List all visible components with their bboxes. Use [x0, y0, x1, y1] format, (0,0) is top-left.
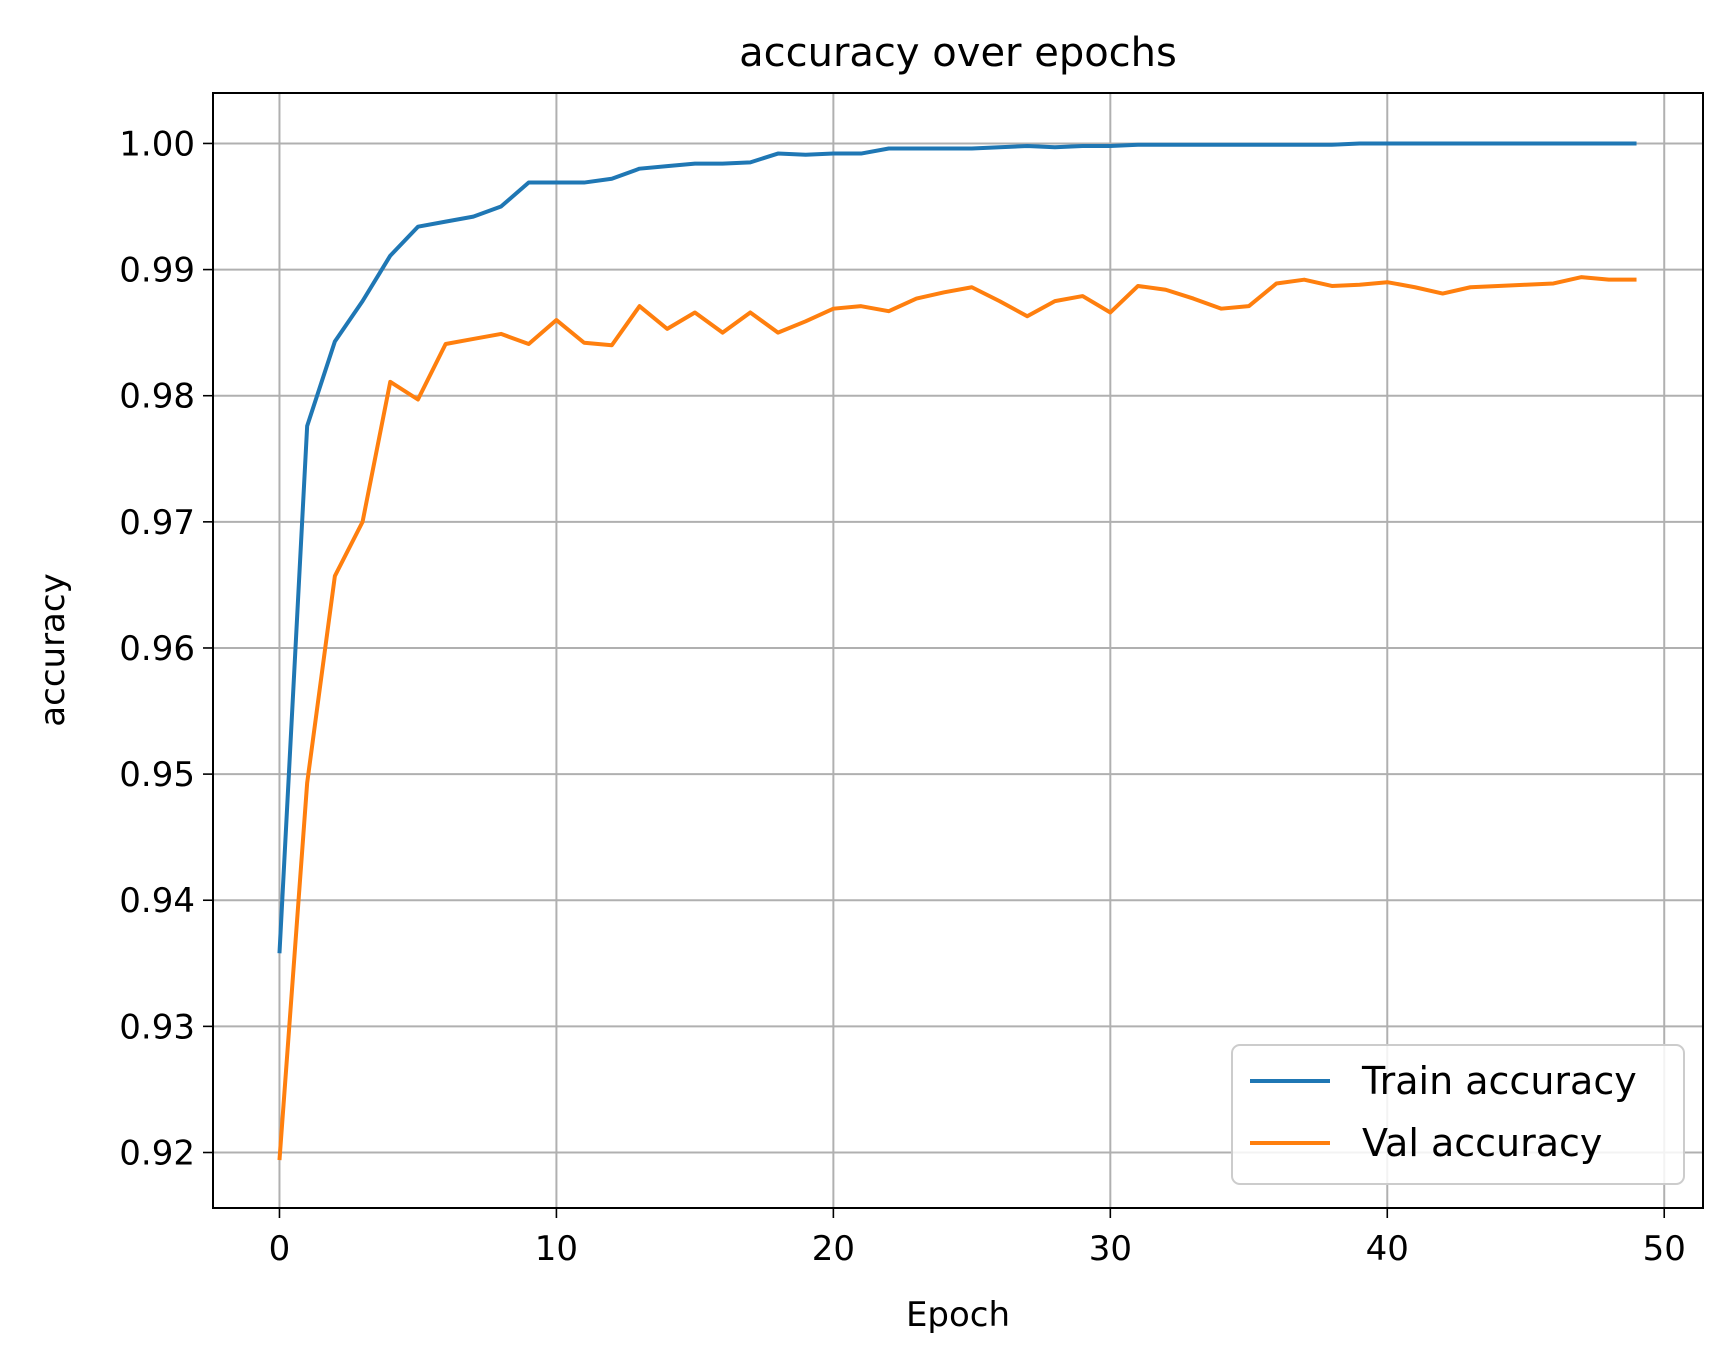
legend-label-train: Train accuracy [1361, 1059, 1637, 1103]
x-tick-label: 50 [1643, 1229, 1686, 1269]
y-axis: 0.92 0.93 0.94 0.95 0.96 0.97 0.98 0.99 1.00 [119, 124, 213, 1174]
legend-box [1231, 1044, 1685, 1185]
legend: Train accuracy Val accuracy [1231, 1044, 1685, 1185]
y-tick-label: 1.00 [119, 124, 195, 164]
y-tick-label: 0.94 [119, 881, 195, 921]
y-tick-label: 0.96 [119, 629, 195, 669]
grid-vertical [278, 93, 1666, 1208]
y-tick-label: 0.99 [119, 251, 195, 291]
y-tick-label: 0.98 [119, 377, 195, 417]
x-tick-label: 40 [1366, 1229, 1409, 1269]
series-line-train [277, 141, 1637, 954]
y-axis-label: accuracy [33, 573, 73, 726]
y-tick-label: 0.92 [119, 1134, 195, 1174]
x-tick-label: 0 [269, 1229, 291, 1269]
y-tick-label: 0.97 [119, 503, 195, 543]
plot-area [213, 93, 1703, 1208]
series-line-val [277, 275, 1637, 1161]
series-layer [277, 141, 1637, 1161]
chart-title: accuracy over epochs [739, 30, 1177, 76]
x-axis-label: Epoch [906, 1295, 1010, 1335]
legend-label-val: Val accuracy [1362, 1121, 1602, 1165]
y-tick-label: 0.95 [119, 755, 195, 795]
x-tick-label: 20 [812, 1229, 855, 1269]
y-tick-label: 0.93 [119, 1007, 195, 1047]
x-tick-label: 30 [1089, 1229, 1132, 1269]
x-axis: 0 10 20 30 40 50 [269, 1208, 1686, 1269]
x-tick-label: 10 [535, 1229, 578, 1269]
plot-frame [212, 92, 1704, 1209]
